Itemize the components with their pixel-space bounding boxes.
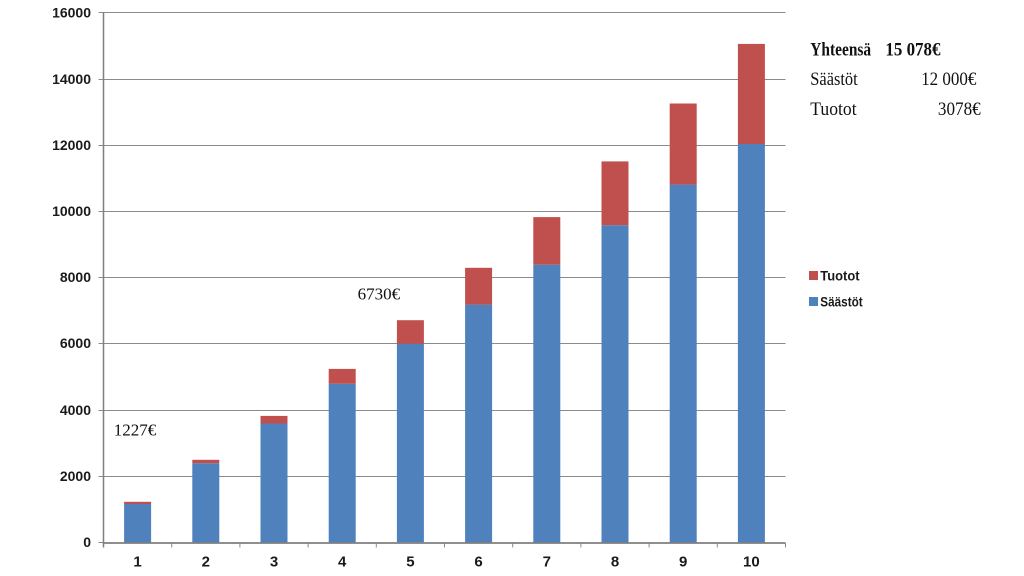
svg-text:1227€: 1227€ (114, 421, 157, 440)
svg-text:12 000€: 12 000€ (921, 70, 976, 90)
svg-text:15 078€: 15 078€ (885, 40, 941, 61)
svg-text:9: 9 (679, 554, 687, 571)
svg-text:Säästöt: Säästöt (810, 70, 858, 90)
svg-text:Tuotot: Tuotot (810, 100, 857, 120)
svg-text:6: 6 (474, 554, 482, 571)
svg-text:2: 2 (202, 554, 210, 571)
svg-text:6730€: 6730€ (358, 285, 401, 304)
svg-text:8000: 8000 (60, 269, 91, 285)
svg-text:8: 8 (611, 554, 619, 571)
svg-text:3078€: 3078€ (938, 100, 981, 120)
svg-text:1: 1 (133, 554, 141, 571)
svg-text:2000: 2000 (60, 468, 91, 484)
svg-text:12000: 12000 (52, 137, 91, 153)
svg-text:Säästöt: Säästöt (820, 294, 863, 310)
svg-text:14000: 14000 (52, 71, 91, 87)
svg-text:10000: 10000 (52, 203, 91, 219)
svg-text:Tuotot: Tuotot (820, 268, 860, 284)
svg-text:5: 5 (406, 554, 414, 571)
svg-text:Yhteensä: Yhteensä (810, 40, 871, 61)
svg-text:4: 4 (338, 554, 347, 571)
svg-text:7: 7 (543, 554, 551, 571)
svg-text:4000: 4000 (60, 402, 91, 418)
svg-text:3: 3 (270, 554, 278, 571)
svg-text:10: 10 (743, 554, 760, 571)
svg-text:0: 0 (83, 534, 91, 550)
svg-text:6000: 6000 (60, 335, 91, 351)
svg-text:16000: 16000 (52, 5, 91, 21)
